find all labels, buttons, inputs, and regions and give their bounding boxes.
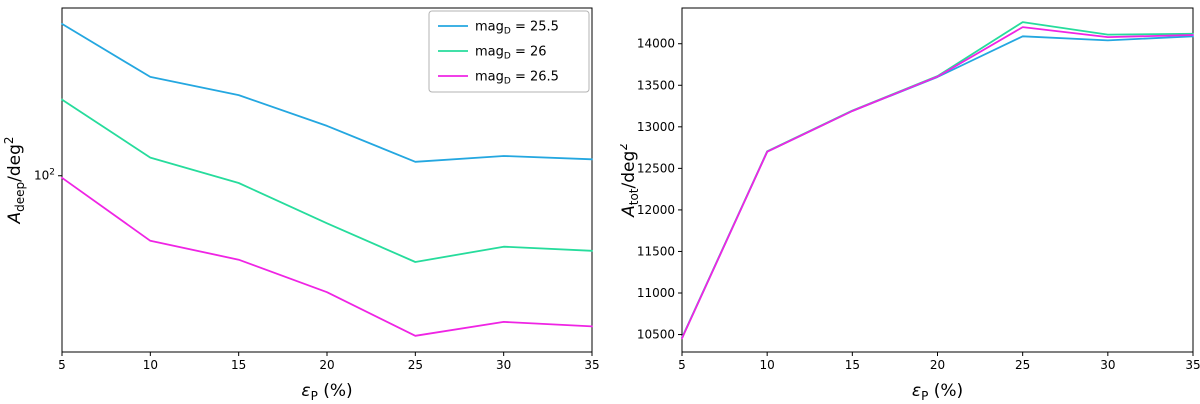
x-tick-label: 35 <box>1185 358 1200 372</box>
legend-box <box>428 10 590 93</box>
x-tick-label: 25 <box>408 358 423 372</box>
series-line-magD-26.5 <box>681 26 1194 340</box>
y-tick-label: 12500 <box>637 161 675 175</box>
x-tick-label: 20 <box>930 358 945 372</box>
x-tick-label: 15 <box>231 358 246 372</box>
x-tick-label: 30 <box>1100 358 1115 372</box>
plot-frame <box>681 7 1194 353</box>
series-line-magD-25.5 <box>61 22 593 163</box>
series-line-magD-25.5 <box>681 35 1194 339</box>
x-tick-label: 5 <box>58 358 66 372</box>
y-tick-label: 11500 <box>637 244 675 258</box>
right-chart-total-area: 5 10 15 20 25 30 35 10500 11000 11500 12000 12500 13… <box>620 0 1200 404</box>
x-tick-label: 25 <box>1015 358 1030 372</box>
y-tick-label: 13500 <box>637 78 675 92</box>
y-tick-label: 10500 <box>637 328 675 342</box>
x-tick-label: 10 <box>760 358 775 372</box>
deep-chart-svg: 5 10 15 20 25 30 35 102 εP (%) Adeep/deg2 magD = 2… <box>2 7 600 403</box>
x-axis-label: εP (%) <box>912 381 963 403</box>
series-line-magD-26 <box>681 21 1194 339</box>
x-tick-label: 5 <box>678 358 686 372</box>
y-axis-label: Atot/deg2 <box>620 143 641 218</box>
legend-label: magD = 26 <box>475 45 547 62</box>
y-tick-label: 11000 <box>637 286 675 300</box>
series-line-magD-26.5 <box>61 176 593 337</box>
y-tick-label: 14000 <box>637 37 675 51</box>
y-tick-label: 102 <box>34 168 55 183</box>
x-tick-label: 35 <box>584 358 599 372</box>
left-chart-deep-area: 5 10 15 20 25 30 35 102 εP (%) Adeep/deg2 magD = 2… <box>2 7 600 403</box>
y-axis-label: Adeep/deg2 <box>2 136 27 224</box>
x-axis-label: εP (%) <box>301 381 352 403</box>
y-tick-label: 13000 <box>637 120 675 134</box>
x-tick-label: 20 <box>319 358 334 372</box>
x-tick-label: 15 <box>845 358 860 372</box>
legend-label: magD = 25.5 <box>475 20 559 37</box>
series-line-magD-26 <box>61 98 593 263</box>
y-tick-label: 12000 <box>637 203 675 217</box>
x-tick-label: 10 <box>143 358 158 372</box>
legend-label: magD = 26.5 <box>475 70 559 87</box>
x-tick-label: 30 <box>496 358 511 372</box>
tot-chart-svg: 5 10 15 20 25 30 35 10500 11000 11500 12000 12500 13… <box>620 7 1200 403</box>
